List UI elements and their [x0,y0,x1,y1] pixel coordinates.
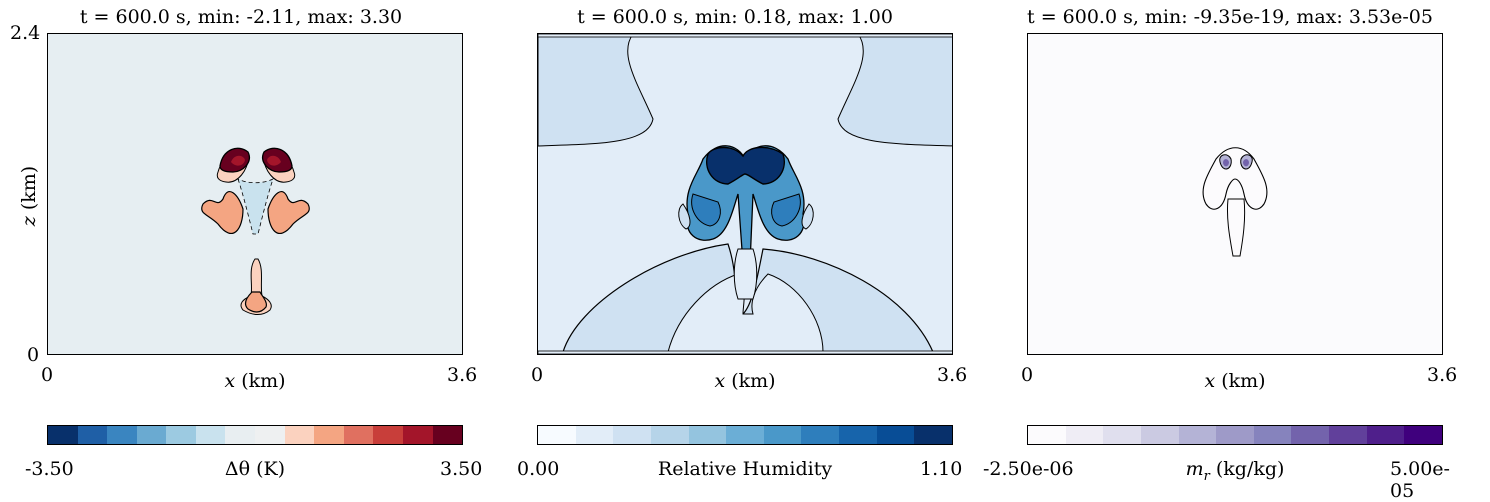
colorbar-title: Δθ (K) [224,458,286,480]
x-tick-left: 0 [41,364,54,386]
colorbar-min-label: -3.50 [25,458,74,480]
colorbar-segment [255,426,285,444]
colorbar-segment [284,426,315,444]
x-tick-right: 3.6 [447,364,478,386]
colorbar-segment [650,426,689,444]
colorbar-max-label: 5.00e-05 [1390,458,1450,502]
colorbar-segment [876,426,915,444]
colorbar-segment [166,426,196,444]
colorbar-segment [107,426,137,444]
colorbar-segment [1103,426,1141,444]
colorbar-segment [77,426,108,444]
x-axis-label: x (km) [714,370,776,392]
rain-field [1028,34,1442,354]
colorbar-segment [1140,426,1179,444]
colorbar-rain [1027,425,1443,445]
colorbar-segment [801,426,840,444]
colorbar-segment [48,426,78,444]
colorbar-segment [688,426,727,444]
panel-humidity: t = 600.0 s, min: 0.18, max: 1.00 0 3.6 … [517,0,968,494]
panel-title: t = 600.0 s, min: -9.35e-19, max: 3.53e-… [1027,6,1433,28]
colorbar-segment [195,426,226,444]
panel-rain: t = 600.0 s, min: -9.35e-19, max: 3.53e-… [983,0,1458,502]
y-tick-bottom: 0 [27,344,40,366]
colorbar-segment [225,426,256,444]
x-tick-right: 3.6 [937,364,968,386]
panel-title: t = 600.0 s, min: -2.11, max: 3.30 [79,6,403,28]
y-tick-top: 2.4 [10,22,41,44]
colorbar-segment [1216,426,1254,444]
colorbar-segment [1291,426,1330,444]
colorbar-segment [1253,426,1292,444]
colorbar-segment [343,426,374,444]
colorbar-title: mr (kg/kg) [1185,458,1285,484]
colorbar-segment [136,426,167,444]
plot-area-rain [1027,33,1443,355]
colorbar-min-label: -2.50e-06 [983,458,1074,480]
colorbar-segment [432,426,463,444]
plot-area-humidity [537,33,953,355]
colorbar-segment [613,426,651,444]
plot-area-temperature [47,33,463,355]
y-axis-label: z (km) [18,165,40,227]
colorbar-segment [1366,426,1405,444]
colorbar-segment [839,426,877,444]
x-axis-label: x (km) [1204,370,1266,392]
panel-temperature: t = 600.0 s, min: -2.11, max: 3.30 2.4 0… [10,0,482,494]
colorbar-segment [373,426,403,444]
colorbar-segment [314,426,344,444]
colorbar-max-label: 1.10 [920,458,963,480]
colorbar-segment [402,426,433,444]
panel-title: t = 600.0 s, min: 0.18, max: 1.00 [577,6,893,28]
humidity-field [538,34,952,354]
temperature-field [48,34,462,354]
colorbar-temperature [47,425,463,445]
colorbar-segment [726,426,764,444]
colorbar-segment [1178,426,1217,444]
colorbar-segment [1028,426,1066,444]
x-tick-left: 0 [1021,364,1034,386]
colorbar-humidity [537,425,953,445]
colorbar-segment [763,426,802,444]
colorbar-max-label: 3.50 [440,458,483,480]
colorbar-segment [575,426,614,444]
colorbar-segment [1065,426,1104,444]
colorbar-segment [538,426,576,444]
x-axis-label: x (km) [224,370,286,392]
colorbar-segment [914,426,953,444]
colorbar-segment [1404,426,1443,444]
x-tick-left: 0 [531,364,544,386]
colorbar-segment [1329,426,1367,444]
colorbar-title: Relative Humidity [657,458,833,480]
colorbar-min-label: 0.00 [517,458,560,480]
x-tick-right: 3.6 [1427,364,1458,386]
